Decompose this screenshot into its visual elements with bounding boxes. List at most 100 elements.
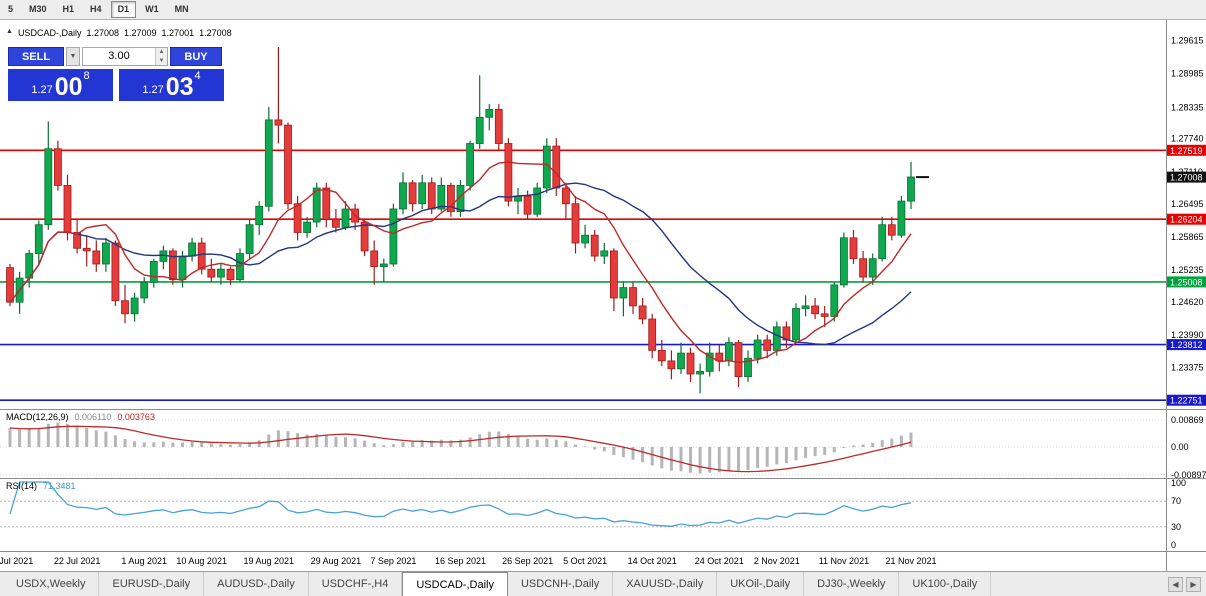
candle [399,172,407,215]
macd-chart[interactable]: 0.00869 0.00 -0.00897 [0,410,1206,478]
close-value: 1.27008 [199,28,232,38]
level-price-label: 1.23812 [1170,340,1203,350]
macd-axis-label: -0.00897 [1171,470,1206,478]
rsi-axis-label: 0 [1171,540,1176,550]
candle [140,277,149,304]
candle [514,188,522,215]
timeframe-button-h1[interactable]: H1 [62,4,75,14]
price-tick-label: 1.28985 [1171,69,1204,79]
candle [610,248,618,312]
candle [159,245,168,270]
buy-price-box[interactable]: 1.27 03 4 [119,69,224,101]
date-label: 11 Nov 2021 [819,556,869,566]
chart-tab-audusd-daily[interactable]: AUDUSD-,Daily [204,572,309,596]
candle [897,195,906,238]
chart-tab-xauusd-daily[interactable]: XAUUSD-,Daily [613,572,718,596]
candle [63,174,72,241]
timeframe-button-d1[interactable]: D1 [110,1,137,18]
volume-box: 3.00 ▲ ▼ [82,47,168,66]
candle [446,182,455,217]
timeframe-button-h4[interactable]: H4 [90,4,102,14]
buy-price-fraction: 4 [194,70,201,82]
chart-tab-dj30-weekly[interactable]: DJ30-,Weekly [804,572,900,596]
candle [629,282,637,314]
candle [907,161,915,209]
timeframe-button-w1[interactable]: W1 [145,4,159,14]
candle [408,180,417,212]
candle [887,216,896,241]
candle [149,258,158,288]
candle [686,347,695,382]
candle [820,305,829,327]
date-label: 29 Aug 2021 [311,556,362,566]
sell-button[interactable]: SELL [8,47,64,66]
chart-tab-usdchf-h4[interactable]: USDCHF-,H4 [309,572,403,596]
timeframe-button-m30[interactable]: M30 [29,4,47,14]
date-label: 26 Sep 2021 [502,556,553,566]
date-label: 5 Oct 2021 [563,556,607,566]
symbol-label: USDCAD-,Daily [17,28,82,38]
chart-tab-ukoil-daily[interactable]: UKOil-,Daily [717,572,805,596]
macd-histogram [8,422,913,474]
chart-tab-usdcad-daily[interactable]: USDCAD-,Daily [402,572,508,596]
candle [638,298,647,325]
volume-input[interactable]: 3.00 [108,50,130,62]
candle [130,292,139,322]
candle [840,232,848,288]
candle [92,240,101,272]
timeframe-button-mn[interactable]: MN [174,4,189,14]
ma-slow-line [9,182,912,346]
price-tick-label: 1.25865 [1171,232,1204,242]
candle [801,295,810,317]
candle [389,203,398,267]
candle [102,237,110,272]
candle [590,229,599,262]
candle [494,104,503,152]
candle [293,195,302,241]
candle [562,182,570,220]
candle [370,240,379,285]
candle [542,138,551,194]
volume-up-icon[interactable]: ▲ [156,48,167,57]
candle [677,342,685,374]
candle [571,195,580,254]
candle [600,243,609,264]
chart-tab-eurusd-daily[interactable]: EURUSD-,Daily [99,572,205,596]
chart-tab-uk100-daily[interactable]: UK100-,Daily [899,572,992,596]
volume-down-icon[interactable]: ▼ [156,56,167,65]
candle [264,106,273,212]
tab-scroll-right-icon[interactable]: ▶ [1186,576,1201,592]
tab-scroll-controls: ◀ ▶ [1168,572,1206,596]
volume-stepper: ▲ ▼ [155,48,167,65]
price-tick-label: 1.24620 [1171,297,1204,307]
macd-label: MACD(12,26,9) [6,412,69,422]
date-label: 19 Aug 2021 [244,556,295,566]
candlestick-chart[interactable]: 1.296151.289851.283351.277401.271101.264… [0,20,1206,409]
rsi-axis-label: 100 [1171,479,1186,488]
candle [763,334,772,359]
candle [284,122,292,209]
collapse-arrow-icon[interactable]: ▲ [6,28,13,35]
rsi-chart[interactable]: 100 70 30 0 [0,479,1206,551]
macd-indicator-panel: MACD(12,26,9) 0.006110 0.003763 0.00869 0… [0,409,1206,478]
chart-tab-usdcnh-daily[interactable]: USDCNH-,Daily [508,572,614,596]
rsi-value: 71.3481 [43,481,76,491]
candle [303,216,312,238]
low-value: 1.27001 [161,28,195,38]
volume-dropdown-button[interactable]: ▼ [66,47,80,66]
candle [734,340,743,388]
chart-tab-usdx-weekly[interactable]: USDX,Weekly [3,572,100,596]
timeframe-button-5[interactable]: 5 [8,4,14,14]
sell-price-box[interactable]: 1.27 00 8 [8,69,113,101]
date-label: 7 Sep 2021 [370,556,416,566]
candle [54,140,62,191]
tab-scroll-left-icon[interactable]: ◀ [1168,576,1183,592]
ma-fast-line [9,161,912,364]
candle [207,258,216,283]
candle [648,313,657,359]
macd-main-value: 0.006110 [74,412,112,422]
chart-tab-bar: USDX,Weekly EURUSD-,Daily AUDUSD-,Daily USD… [0,571,1206,596]
date-label: 2 Nov 2021 [754,556,800,566]
candle [830,282,839,322]
buy-button[interactable]: BUY [170,47,222,66]
